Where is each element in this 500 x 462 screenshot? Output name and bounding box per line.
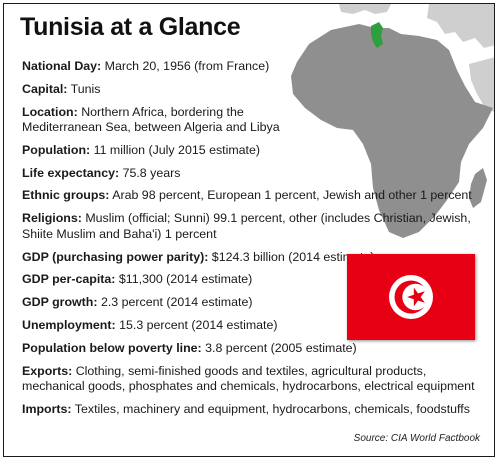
fact-label: Exports: [22,363,73,378]
fact-value: 11 million (July 2015 estimate) [93,142,261,157]
fact-value: Muslim (official; Sunni) 99.1 percent, o… [22,211,471,241]
facts-list: National Day: March 20, 1956 (from Franc… [22,59,492,425]
fact-label: Location: [22,104,78,119]
fact-value: $124.3 billion (2014 estimate) [211,249,375,264]
fact-gdp-per-capita: GDP per-capita: $11,300 (2014 estimate) [22,272,492,288]
fact-population: Population: 11 million (July 2015 estima… [22,143,492,159]
fact-value: 3.8 percent (2005 estimate) [205,340,357,355]
fact-location: Location: Northern Africa, bordering the… [22,105,322,136]
fact-value: Tunis [70,81,101,96]
fact-label: Population below poverty line: [22,340,202,355]
fact-value: 75.8 years [122,165,181,180]
fact-label: Imports: [22,401,72,416]
fact-label: Population: [22,142,91,157]
fact-label: Capital: [22,81,68,96]
fact-value: $11,300 (2014 estimate) [118,272,253,287]
fact-label: GDP growth: [22,295,98,310]
source-note: Source: CIA World Factbook [353,433,480,444]
tunisia-flag-icon [347,254,475,340]
fact-label: Religions: [22,211,82,226]
fact-national-day: National Day: March 20, 1956 (from Franc… [22,59,492,75]
fact-ethnic-groups: Ethnic groups: Arab 98 percent, European… [22,188,492,204]
fact-gdp-growth: GDP growth: 2.3 percent (2014 estimate) [22,295,492,311]
fact-value: 15.3 percent (2014 estimate) [119,317,278,332]
fact-gdp-ppp: GDP (purchasing power parity): $124.3 bi… [22,250,492,266]
fact-label: Ethnic groups: [22,188,110,203]
fact-label: GDP (purchasing power parity): [22,249,209,264]
fact-poverty-line: Population below poverty line: 3.8 perce… [22,341,492,357]
fact-life-expectancy: Life expectancy: 75.8 years [22,166,492,182]
fact-unemployment: Unemployment: 15.3 percent (2014 estimat… [22,318,492,334]
fact-value: March 20, 1956 (from France) [104,59,270,73]
fact-card: Tunisia at a Glance National Day: March … [3,3,495,457]
fact-imports: Imports: Textiles, machinery and equipme… [22,402,492,418]
fact-value: 2.3 percent (2014 estimate) [100,295,253,310]
page-title: Tunisia at a Glance [20,13,241,41]
africa-map-icon [291,4,494,238]
fact-value: Textiles, machinery and equipment, hydro… [74,401,470,416]
fact-value: Clothing, semi-finished goods and textil… [22,363,475,394]
fact-value: Northern Africa, bordering the Mediterra… [22,104,280,135]
fact-label: National Day: [22,59,102,73]
fact-label: GDP per-capita: [22,272,116,287]
fact-label: Life expectancy: [22,165,120,180]
fact-exports: Exports: Clothing, semi-finished goods a… [22,364,492,395]
fact-value: Arab 98 percent, European 1 percent, Jew… [112,188,472,203]
fact-religions: Religions: Muslim (official; Sunni) 99.1… [22,211,492,242]
fact-label: Unemployment: [22,317,116,332]
fact-capital: Capital: Tunis [22,82,492,98]
